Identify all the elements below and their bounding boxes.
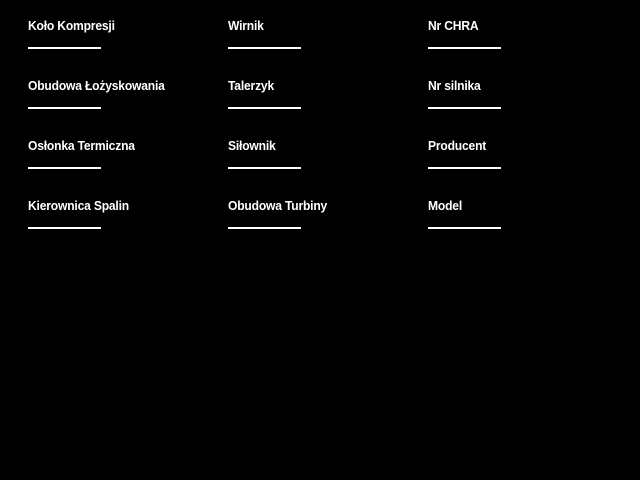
field-label: Osłonka Termiczna [28,138,135,153]
field-input-line[interactable] [228,47,301,49]
field-nr-silnika[interactable]: Nr silnika [428,78,618,109]
field-label: Siłownik [228,138,276,153]
field-wirnik[interactable]: Wirnik [228,18,418,49]
field-input-line[interactable] [428,47,501,49]
field-oslonka-termiczna[interactable]: Osłonka Termiczna [28,138,218,169]
field-input-line[interactable] [428,107,501,109]
field-label: Producent [428,138,487,153]
field-input-line[interactable] [228,167,301,169]
field-label: Talerzyk [228,78,275,93]
field-label: Obudowa Łożyskowania [28,78,165,93]
field-model[interactable]: Model [428,198,618,229]
field-producent[interactable]: Producent [428,138,618,169]
field-obudowa-turbiny[interactable]: Obudowa Turbiny [228,198,418,229]
field-talerzyk[interactable]: Talerzyk [228,78,418,109]
field-label: Wirnik [228,18,264,33]
field-label: Obudowa Turbiny [228,198,328,213]
field-silownik[interactable]: Siłownik [228,138,418,169]
field-obudowa-lozyskowania[interactable]: Obudowa Łożyskowania [28,78,218,109]
field-input-line[interactable] [28,167,101,169]
field-label: Nr silnika [428,78,481,93]
field-input-line[interactable] [428,227,501,229]
field-nr-chra[interactable]: Nr CHRA [428,18,618,49]
field-input-line[interactable] [28,107,101,109]
field-label: Koło Kompresji [28,18,115,33]
field-label: Model [428,198,463,213]
parts-checklist-form: Koło Kompresji Obudowa Łożyskowania Osło… [28,18,618,229]
field-input-line[interactable] [428,167,501,169]
field-label: Nr CHRA [428,18,479,33]
field-label: Kierownica Spalin [28,198,129,213]
field-kierownica-spalin[interactable]: Kierownica Spalin [28,198,218,229]
field-input-line[interactable] [228,227,301,229]
field-input-line[interactable] [28,47,101,49]
field-input-line[interactable] [28,227,101,229]
field-kolo-kompresji[interactable]: Koło Kompresji [28,18,218,49]
field-input-line[interactable] [228,107,301,109]
